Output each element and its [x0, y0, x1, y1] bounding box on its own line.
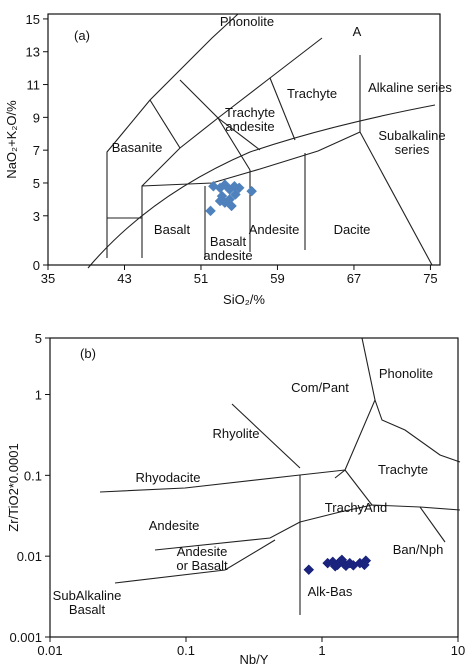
data-point: [329, 560, 341, 572]
y-tick-label: 1: [35, 388, 42, 403]
field-label: Ban/Nph: [393, 542, 444, 557]
plot-frame: [49, 337, 459, 638]
y-axis-label: Zr/TiO2*0.0001: [6, 443, 21, 531]
field-label: Andesite: [249, 222, 300, 237]
field-label: Trachyte: [378, 462, 428, 477]
data-point: [205, 205, 216, 217]
field-label: Andesite or Basalt: [176, 544, 228, 573]
data-point: [359, 559, 370, 571]
field-label: Basalt: [154, 222, 191, 237]
boundary: [154, 521, 301, 551]
x-axis-label: SiO₂/%: [223, 292, 265, 307]
boundary: [419, 506, 446, 543]
field-label: Dacite: [334, 222, 371, 237]
plot-frame: [47, 13, 441, 266]
field-label: Rhyolite: [213, 426, 260, 441]
y-tick-label: 0.01: [17, 549, 42, 564]
field-label: Alk-Bas: [308, 584, 353, 599]
field-label: Basanite: [112, 140, 163, 155]
boundary: [99, 469, 346, 493]
x-axis-label: Nb/Y: [240, 652, 269, 667]
data-point: [226, 200, 237, 212]
x-tick-label: 59: [270, 271, 284, 286]
y-tick-label: 0.001: [9, 630, 42, 645]
y-tick-label: 5: [35, 331, 42, 346]
x-tick-label: 0.1: [177, 643, 195, 658]
boundary: [217, 117, 261, 151]
field-label: SubAlkaline Basalt: [53, 588, 122, 617]
field-label: Phonolite: [220, 14, 274, 29]
field-label: Trachyte andesite: [225, 105, 275, 134]
x-tick-label: 1: [318, 643, 325, 658]
field-boundaries-a: [87, 13, 436, 269]
field-label: Andesite: [149, 518, 200, 533]
boundary: [269, 77, 296, 141]
x-tick-label: 10: [451, 643, 465, 658]
x-tick-label: 51: [194, 271, 208, 286]
y-axis-label: NaO₂+K₂O/%: [4, 100, 19, 179]
data-point: [214, 195, 226, 207]
boundary: [374, 399, 461, 463]
data-point: [233, 182, 245, 194]
y-tick-label: 7: [33, 143, 40, 158]
x-tick-label: 67: [347, 271, 361, 286]
field-label: TrachyAnd: [325, 500, 387, 515]
boundary: [141, 131, 361, 258]
boundary: [359, 131, 433, 266]
boundary: [334, 337, 376, 479]
field-label: Com/Pant: [291, 380, 349, 395]
y-tick-label: 15: [26, 12, 40, 27]
data-point: [246, 185, 258, 197]
field-label: Alkaline series: [368, 80, 452, 95]
field-label: Trachyte: [287, 86, 337, 101]
x-tick-label: 43: [117, 271, 131, 286]
field-boundaries-b: [99, 337, 461, 615]
data-point: [303, 564, 315, 576]
x-tick-label: 35: [41, 271, 55, 286]
field-label: Subalkaline series: [378, 128, 445, 157]
y-tick-label: 13: [26, 45, 40, 60]
field-label: Phonolite: [379, 366, 433, 381]
panel-label: (b): [80, 346, 96, 361]
y-tick-label: 0: [33, 258, 40, 273]
x-tick-label: 75: [423, 271, 437, 286]
field-label: Rhyodacite: [135, 470, 200, 485]
field-label: Basalt andesite: [203, 234, 252, 263]
y-tick-label: 3: [33, 209, 40, 224]
data-point: [208, 180, 219, 192]
field-label: A: [353, 24, 362, 39]
y-tick-label: 11: [27, 78, 41, 93]
panel-label: (a): [74, 28, 90, 43]
boundary: [149, 99, 181, 149]
y-tick-label: 5: [33, 176, 40, 191]
data-point: [230, 189, 241, 200]
boundary: [231, 403, 301, 469]
y-tick-label: 9: [33, 110, 40, 125]
x-tick-label: 0.01: [37, 643, 62, 658]
y-tick-label: 0.1: [24, 468, 42, 483]
data-point: [336, 554, 348, 566]
boundary: [114, 539, 276, 584]
alkaline-divider: [87, 104, 436, 269]
boundary: [344, 469, 373, 506]
